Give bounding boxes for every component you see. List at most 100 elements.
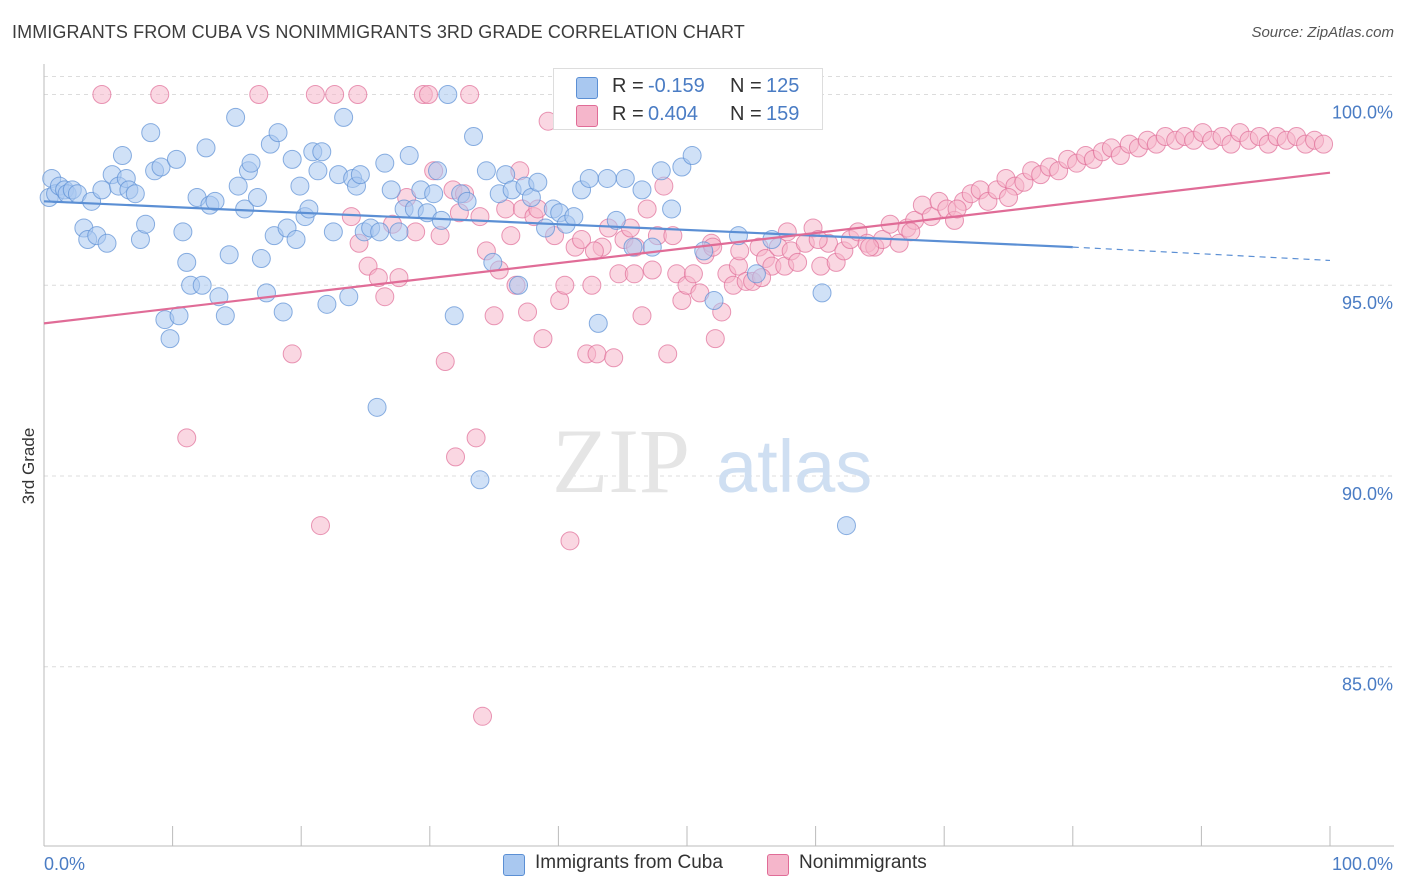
chart-source: Source: ZipAtlas.com — [1251, 24, 1394, 41]
legend-r-value: -0.159 — [648, 75, 705, 97]
point-nonimmigrants — [177, 428, 197, 448]
point-nonimmigrants — [484, 306, 504, 326]
point-cuba — [299, 199, 319, 219]
point-cuba — [579, 168, 599, 188]
point-nonimmigrants — [642, 260, 662, 280]
legend-r-value: 0.404 — [648, 103, 699, 125]
point-nonimmigrants — [555, 275, 575, 295]
point-nonimmigrants — [921, 207, 941, 227]
chart-title: IMMIGRANTS FROM CUBA VS NONIMMIGRANTS 3R… — [12, 22, 745, 42]
point-cuba — [444, 306, 464, 326]
point-nonimmigrants — [663, 226, 683, 246]
watermark-atlas: atlas — [716, 425, 872, 508]
point-nonimmigrants — [446, 447, 466, 467]
point-cuba — [399, 146, 419, 166]
point-cuba — [632, 180, 652, 200]
point-cuba — [282, 149, 302, 169]
point-cuba — [483, 252, 503, 272]
point-nonimmigrants — [341, 207, 361, 227]
legend-n-label: N = — [730, 75, 762, 97]
point-cuba — [166, 149, 186, 169]
watermark: ZIP atlas — [552, 410, 872, 512]
point-cuba — [367, 397, 387, 417]
legend-box: R = -0.159 N = 125 R = 0.404 N = 159 — [553, 68, 823, 130]
point-cuba — [251, 249, 271, 269]
point-cuba — [588, 313, 608, 333]
point-nonimmigrants — [150, 85, 170, 105]
point-cuba — [651, 161, 671, 181]
point-cuba — [160, 329, 180, 349]
legend-r-label: R = — [612, 75, 644, 97]
point-nonimmigrants — [533, 329, 553, 349]
point-cuba — [470, 470, 490, 490]
point-cuba — [290, 176, 310, 196]
legend-n-label: N = — [730, 103, 762, 125]
bottom-legend-label-nonimmigrants: Nonimmigrants — [799, 852, 927, 873]
point-nonimmigrants — [406, 222, 426, 242]
point-cuba — [308, 161, 328, 181]
point-cuba — [509, 275, 529, 295]
point-cuba — [205, 191, 225, 211]
point-nonimmigrants — [368, 268, 388, 288]
point-nonimmigrants — [466, 428, 486, 448]
point-cuba — [370, 222, 390, 242]
point-cuba — [375, 153, 395, 173]
point-cuba — [219, 245, 239, 265]
point-cuba — [141, 123, 161, 143]
y-tick-label: 100.0% — [1332, 103, 1393, 123]
legend-r-label: R = — [612, 103, 644, 125]
trend-line-nonimmigrants — [43, 171, 1331, 325]
point-cuba — [97, 233, 117, 253]
bottom-legend: Immigrants from Cuba Nonimmigrants — [0, 852, 1406, 878]
point-nonimmigrants — [375, 287, 395, 307]
point-cuba — [196, 138, 216, 158]
y-axis-label: 3rd Grade — [19, 428, 38, 505]
point-nonimmigrants — [999, 188, 1018, 208]
point-cuba — [177, 252, 197, 272]
point-nonimmigrants — [325, 85, 345, 105]
point-nonimmigrants — [249, 85, 269, 105]
trend-line-cuba — [43, 200, 1073, 249]
point-cuba — [623, 237, 643, 257]
point-cuba — [169, 306, 189, 326]
point-cuba — [92, 180, 112, 200]
point-nonimmigrants — [560, 531, 580, 551]
series-cuba-points — [39, 85, 856, 536]
point-cuba — [428, 161, 448, 181]
point-nonimmigrants — [604, 348, 624, 368]
point-cuba — [746, 264, 766, 284]
y-tick-label: 95.0% — [1342, 293, 1393, 313]
bottom-legend-label-cuba: Immigrants from Cuba — [535, 852, 723, 873]
point-cuba — [704, 291, 724, 311]
x-tick-label: 0.0% — [44, 854, 85, 874]
y-tick-label: 90.0% — [1342, 484, 1393, 504]
x-tick-label: 100.0% — [1332, 854, 1393, 874]
point-nonimmigrants — [305, 85, 325, 105]
bottom-legend-swatch-nonimmigrants — [767, 854, 789, 876]
point-cuba — [215, 306, 235, 326]
point-nonimmigrants — [310, 516, 330, 536]
point-cuba — [136, 214, 156, 234]
legend-row-cuba: R = -0.159 N = 125 — [554, 73, 822, 101]
point-cuba — [339, 287, 359, 307]
bottom-legend-swatch-cuba — [503, 854, 525, 876]
point-nonimmigrants — [1314, 134, 1334, 154]
y-tick-label: 85.0% — [1342, 675, 1393, 695]
point-cuba — [381, 180, 401, 200]
point-cuba — [151, 157, 171, 177]
point-cuba — [226, 107, 246, 127]
point-cuba — [125, 184, 145, 204]
point-cuba — [836, 516, 856, 536]
point-nonimmigrants — [282, 344, 302, 364]
point-nonimmigrants — [389, 268, 409, 288]
point-nonimmigrants — [860, 237, 880, 257]
tick-labels: 85.0% 90.0% 95.0% 100.0% 0.0% 100.0% — [44, 103, 1393, 874]
point-cuba — [247, 188, 267, 208]
point-cuba — [192, 275, 212, 295]
point-cuba — [682, 146, 702, 166]
point-cuba — [457, 191, 477, 211]
point-cuba — [256, 283, 276, 303]
point-nonimmigrants — [572, 229, 592, 249]
point-nonimmigrants — [901, 222, 921, 242]
